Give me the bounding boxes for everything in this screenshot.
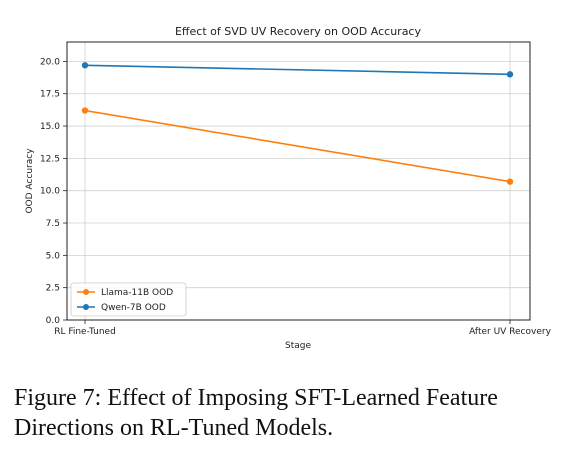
data-point <box>506 71 514 78</box>
chart: Effect of SVD UV Recovery on OOD Accurac… <box>25 25 552 351</box>
y-tick-label: 7.5 <box>46 219 60 229</box>
y-tick-label: 12.5 <box>40 154 60 164</box>
legend-box <box>70 282 187 317</box>
y-axis-ticks: 0.0 2.5 5.0 7.5 10.0 12.5 15.0 17.5 20.0 <box>40 57 67 326</box>
x-axis-ticks: RL Fine-Tuned After UV Recovery <box>54 320 552 337</box>
chart-title: Effect of SVD UV Recovery on OOD Accurac… <box>175 25 421 38</box>
data-point <box>81 107 89 114</box>
y-tick-label: 17.5 <box>40 90 60 100</box>
y-tick-label: 5.0 <box>46 251 61 261</box>
x-tick-label: RL Fine-Tuned <box>54 327 116 337</box>
x-tick-label: After UV Recovery <box>469 327 551 337</box>
legend-label: Llama-11B OOD <box>101 288 173 298</box>
data-point <box>81 62 89 69</box>
series-line-1 <box>84 64 511 76</box>
legend-swatch-marker <box>83 289 89 295</box>
x-axis-label: Stage <box>285 341 311 351</box>
plot-frame <box>66 41 531 321</box>
data-point <box>506 178 514 185</box>
figure-caption: Figure 7: Effect of Imposing SFT-Learned… <box>14 385 498 441</box>
y-tick-label: 20.0 <box>40 57 60 67</box>
y-tick-label: 10.0 <box>40 187 60 197</box>
series-line-0 <box>84 109 511 183</box>
y-axis-label: OOD Accuracy <box>25 148 35 214</box>
y-tick-label: 15.0 <box>40 122 60 132</box>
y-tick-label: 2.5 <box>46 284 60 294</box>
series <box>81 62 514 185</box>
legend-swatch-marker <box>83 304 89 310</box>
legend-label: Qwen-7B OOD <box>101 303 166 313</box>
legend: Llama-11B OOD Qwen-7B OOD <box>70 282 187 317</box>
y-tick-label: 0.0 <box>46 316 61 326</box>
grid <box>67 42 530 321</box>
